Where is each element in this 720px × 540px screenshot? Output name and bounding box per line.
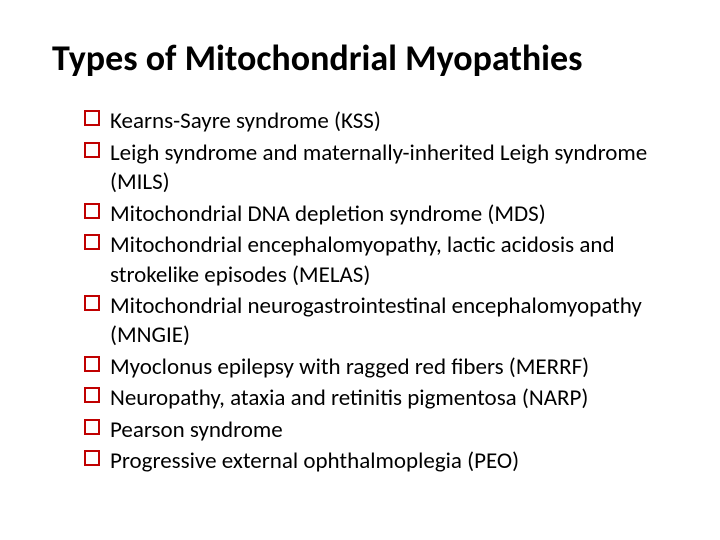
list-item-text: Myoclonus epilepsy with ragged red fiber… — [110, 353, 589, 381]
hollow-square-icon — [84, 387, 100, 403]
hollow-square-icon — [84, 419, 100, 435]
list-item: Mitochondrial neurogastrointestinal ence… — [84, 292, 652, 351]
list-item: Neuropathy, ataxia and retinitis pigment… — [84, 384, 652, 413]
list-item: Progressive external ophthalmoplegia (PE… — [84, 447, 652, 476]
hollow-square-icon — [84, 110, 100, 126]
list-item-text: Mitochondrial encephalomyopathy, lactic … — [110, 231, 615, 288]
list-item: Kearns-Sayre syndrome (KSS) — [84, 107, 652, 136]
slide: Types of Mitochondrial Myopathies Kearns… — [0, 0, 720, 540]
list-item-text: Mitochondrial DNA depletion syndrome (MD… — [110, 200, 546, 228]
list-item: Myoclonus epilepsy with ragged red fiber… — [84, 353, 652, 382]
hollow-square-icon — [84, 356, 100, 372]
hollow-square-icon — [84, 295, 100, 311]
list-item: Mitochondrial encephalomyopathy, lactic … — [84, 231, 652, 290]
list-item: Pearson syndrome — [84, 416, 652, 445]
hollow-square-icon — [84, 234, 100, 250]
hollow-square-icon — [84, 203, 100, 219]
list-item-text: Neuropathy, ataxia and retinitis pigment… — [110, 384, 588, 412]
list-item: Leigh syndrome and maternally-inherited … — [84, 139, 652, 198]
list-item-text: Kearns-Sayre syndrome (KSS) — [110, 107, 381, 135]
list-item-text: Mitochondrial neurogastrointestinal ence… — [110, 292, 642, 349]
list-item-text: Progressive external ophthalmoplegia (PE… — [110, 447, 519, 475]
list-item-text: Leigh syndrome and maternally-inherited … — [110, 139, 647, 196]
list-item-text: Pearson syndrome — [110, 416, 283, 444]
bullet-list: Kearns-Sayre syndrome (KSS) Leigh syndro… — [48, 107, 672, 476]
hollow-square-icon — [84, 450, 100, 466]
hollow-square-icon — [84, 142, 100, 158]
list-item: Mitochondrial DNA depletion syndrome (MD… — [84, 200, 652, 229]
slide-title: Types of Mitochondrial Myopathies — [48, 38, 672, 79]
